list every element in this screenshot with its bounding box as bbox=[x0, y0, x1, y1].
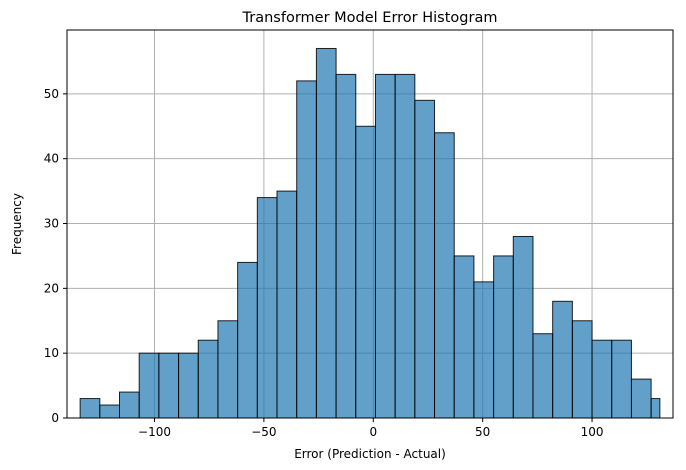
histogram-bar bbox=[650, 398, 661, 419]
histogram-bar bbox=[374, 73, 396, 419]
histogram-bar bbox=[217, 320, 239, 419]
histogram-bar bbox=[237, 261, 258, 419]
histogram-bar bbox=[79, 398, 101, 419]
histogram-bar bbox=[138, 352, 160, 419]
histogram-bar bbox=[414, 99, 436, 419]
histogram-bar bbox=[473, 281, 495, 419]
y-tick-label: 50 bbox=[44, 87, 59, 101]
histogram-bar bbox=[335, 73, 357, 419]
y-tick-label: 20 bbox=[44, 281, 59, 295]
histogram-bar bbox=[296, 80, 317, 419]
histogram-bar bbox=[552, 300, 573, 419]
y-tick-label: 30 bbox=[44, 217, 59, 231]
histogram-bar bbox=[99, 404, 121, 419]
histogram-bar bbox=[512, 235, 534, 419]
histogram-bar bbox=[591, 339, 613, 419]
histogram-bar bbox=[571, 320, 593, 419]
histogram-bar bbox=[158, 352, 180, 419]
y-tick-label: 10 bbox=[44, 346, 59, 360]
histogram-bar bbox=[355, 125, 376, 419]
x-tick-label: 50 bbox=[475, 425, 490, 439]
x-tick-label: −100 bbox=[138, 425, 171, 439]
y-axis-label: Frequency bbox=[10, 193, 24, 255]
y-tick-label: 40 bbox=[44, 152, 59, 166]
histogram-bar bbox=[315, 47, 337, 419]
histogram-bar bbox=[453, 255, 475, 419]
x-tick-label: 0 bbox=[369, 425, 377, 439]
histogram-bar bbox=[493, 255, 514, 419]
histogram-bars bbox=[79, 47, 661, 419]
histogram-bar bbox=[630, 378, 652, 419]
histogram-bar bbox=[611, 339, 632, 419]
chart-title: Transformer Model Error Histogram bbox=[242, 10, 498, 26]
histogram-bar bbox=[256, 197, 278, 419]
histogram-bar bbox=[532, 333, 554, 419]
x-axis-ticks: −100 −50 0 50 100 bbox=[138, 418, 604, 439]
x-tick-label: −50 bbox=[251, 425, 276, 439]
y-axis-ticks: 0 10 20 30 40 50 bbox=[44, 87, 67, 425]
histogram-bar bbox=[434, 132, 455, 419]
x-tick-label: 100 bbox=[581, 425, 604, 439]
histogram-bar bbox=[394, 73, 416, 419]
histogram-bar bbox=[119, 391, 140, 419]
histogram-bar bbox=[197, 339, 219, 419]
histogram-bar bbox=[178, 352, 199, 419]
x-axis-label: Error (Prediction - Actual) bbox=[294, 447, 446, 461]
y-tick-label: 0 bbox=[51, 411, 59, 425]
histogram-bar bbox=[276, 190, 298, 419]
